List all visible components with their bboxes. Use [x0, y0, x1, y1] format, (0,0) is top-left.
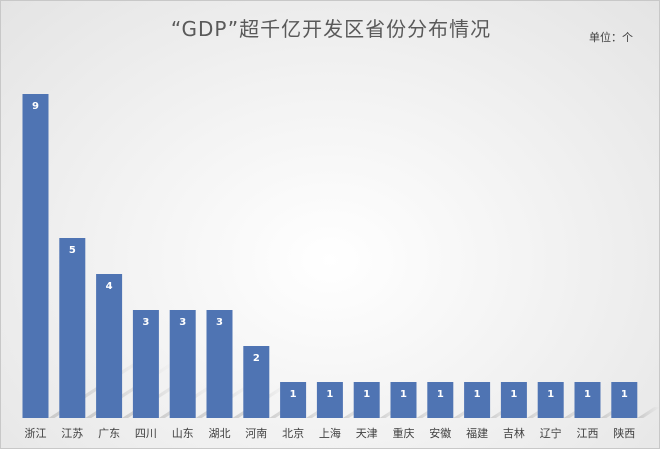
data-label-16: 1 — [621, 389, 628, 400]
data-label-0: 9 — [32, 101, 39, 112]
data-label-14: 1 — [547, 389, 554, 400]
x-tick-label-3: 四川 — [135, 427, 157, 440]
x-tick-label-8: 上海 — [319, 426, 341, 440]
bar-13 — [501, 382, 527, 418]
data-label-9: 1 — [363, 389, 370, 400]
bar-9 — [354, 382, 380, 418]
x-tick-label-15: 江西 — [577, 427, 599, 440]
x-tick-label-6: 河南 — [245, 427, 267, 440]
x-tick-label-12: 福建 — [466, 426, 488, 440]
x-tick-label-1: 江苏 — [61, 427, 83, 440]
data-label-6: 2 — [253, 353, 260, 364]
bar-1 — [59, 238, 85, 418]
x-tick-label-4: 山东 — [172, 427, 194, 440]
x-tick-label-14: 辽宁 — [540, 426, 562, 440]
x-tick-label-9: 天津 — [356, 427, 378, 440]
x-tick-label-11: 安徽 — [429, 426, 451, 440]
data-label-11: 1 — [437, 389, 444, 400]
data-label-15: 1 — [584, 389, 591, 400]
bar-11 — [427, 382, 453, 418]
bar-16 — [611, 382, 637, 418]
x-tick-label-13: 吉林 — [503, 426, 525, 440]
bar-shadow-16 — [637, 407, 660, 418]
data-label-2: 4 — [106, 281, 113, 292]
bar-10 — [391, 382, 417, 418]
x-tick-label-5: 湖北 — [209, 427, 231, 440]
bars — [23, 94, 638, 418]
data-label-7: 1 — [290, 389, 297, 400]
bar-0 — [23, 94, 49, 418]
x-tick-label-0: 浙江 — [25, 427, 47, 440]
data-label-13: 1 — [510, 389, 517, 400]
x-tick-label-10: 重庆 — [393, 426, 415, 440]
x-axis-ticks: 浙江 江苏 广东 四川 山东 湖北 河南 北京 上海 天津 重庆安徽 福建 吉林 辽宁 江西 陕西 — [25, 426, 636, 440]
x-tick-label-7: 北京 — [282, 426, 304, 440]
bar-15 — [575, 382, 601, 418]
data-label-5: 3 — [216, 317, 223, 328]
bar-8 — [317, 382, 343, 418]
data-label-3: 3 — [142, 317, 149, 328]
bar-14 — [538, 382, 564, 418]
bar-2 — [96, 274, 122, 418]
data-label-12: 1 — [474, 389, 481, 400]
x-tick-label-16: 陕西 — [613, 426, 635, 440]
data-label-4: 3 — [179, 317, 186, 328]
data-label-10: 1 — [400, 389, 407, 400]
data-label-1: 5 — [69, 245, 76, 256]
bar-12 — [464, 382, 490, 418]
bar-7 — [280, 382, 306, 418]
x-tick-label-2: 广东 — [98, 427, 120, 440]
data-label-8: 1 — [326, 389, 333, 400]
